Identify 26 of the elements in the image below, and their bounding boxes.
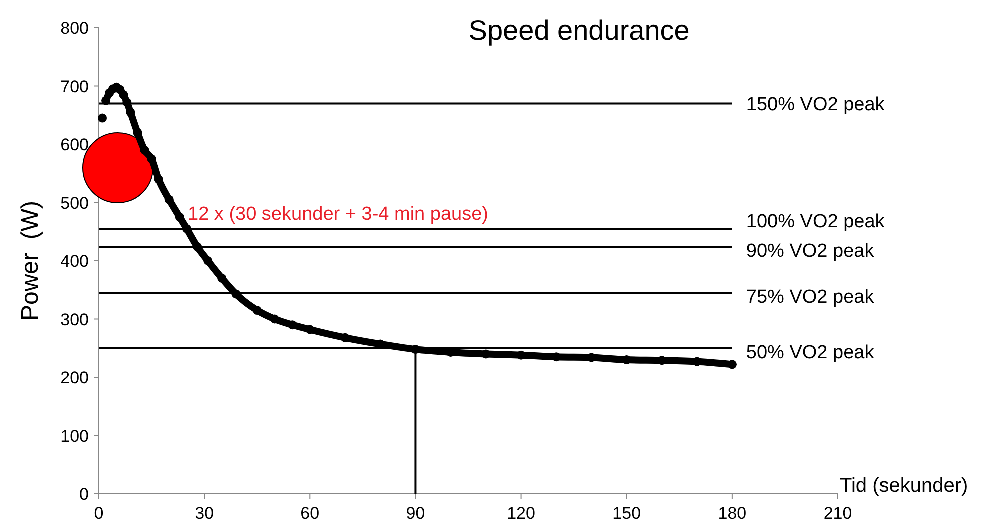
x-tick-label: 120 (507, 504, 536, 523)
x-tick-label: 180 (718, 504, 747, 523)
y-tick-label: 0 (80, 485, 89, 504)
x-axis-title: Tid (sekunder) (840, 475, 968, 497)
ref-line-label: 100% VO2 peak (746, 212, 886, 233)
ref-line-label: 90% VO2 peak (746, 241, 875, 262)
x-tick-label: 0 (94, 504, 104, 523)
y-tick-label: 800 (60, 19, 89, 38)
y-tick-label: 100 (60, 426, 89, 446)
y-tick-label: 200 (60, 368, 89, 388)
x-tick-label: 90 (406, 504, 426, 523)
ref-line-label: 75% VO2 peak (746, 287, 875, 308)
y-tick-label: 700 (60, 77, 89, 96)
x-tick-label: 150 (612, 504, 642, 523)
x-tick-label: 30 (195, 504, 214, 523)
chart-title: Speed endurance (468, 15, 690, 46)
y-tick-label: 300 (60, 310, 89, 330)
y-tick-label: 500 (60, 194, 89, 213)
annotation: 12 x (30 sekunder + 3-4 min pause) (188, 204, 488, 225)
ref-line-label: 150% VO2 peak (746, 94, 886, 116)
x-tick-label: 210 (824, 504, 852, 523)
y-tick-label: 600 (60, 136, 89, 154)
y-tick-label: 400 (60, 252, 89, 271)
x-tick-label: 60 (300, 504, 320, 523)
ref-line-label: 50% VO2 peak (746, 342, 875, 364)
y-axis-title: Power (W) (17, 201, 44, 321)
